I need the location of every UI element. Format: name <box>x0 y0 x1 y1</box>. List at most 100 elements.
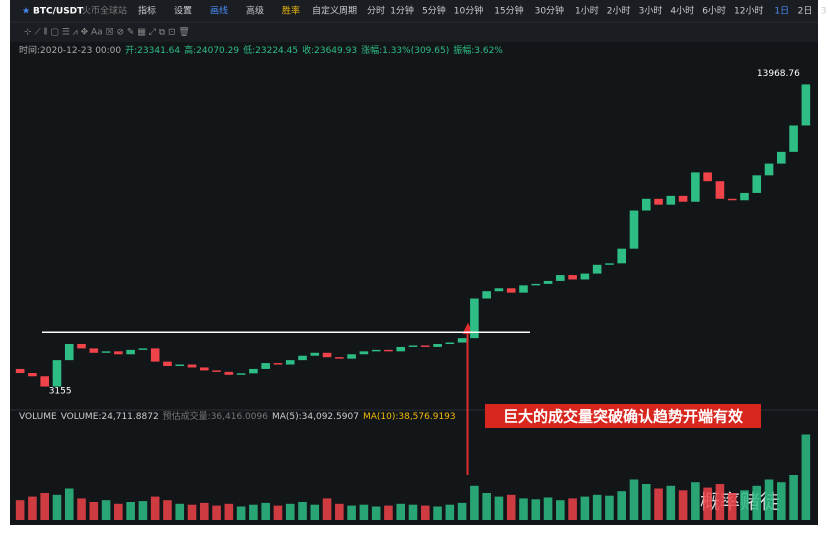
candle <box>592 264 602 274</box>
candle <box>727 198 737 201</box>
candle <box>347 354 356 359</box>
period[interactable]: 2日 <box>798 6 813 17</box>
info-line: 时间:2020-12-23 00:00 开:23341.64 高:24070.29 低… <box>19 44 503 56</box>
tool[interactable]: 高级 <box>246 5 264 17</box>
draw-tools[interactable]: ⊹ ⟋ ⦀ ▢ ☰ ⩘ ✥ Aa ☒ ⊘ ✎ ▦ ⤢ ⧉ ⊡ 🗑 <box>24 27 190 38</box>
volume-bar <box>654 488 663 520</box>
volume-bar <box>457 502 467 520</box>
candle <box>384 349 393 352</box>
candle <box>568 275 577 280</box>
candle <box>654 198 663 205</box>
volume-bar <box>138 501 148 520</box>
volume-bar <box>506 494 516 520</box>
volume-bar <box>114 503 123 520</box>
candle <box>531 283 541 286</box>
candle <box>629 210 639 249</box>
candle <box>77 344 86 349</box>
candle <box>678 195 688 202</box>
period[interactable]: 1日 <box>774 6 789 17</box>
info-item: VOLUME:24,711.8872 <box>61 412 159 422</box>
candle <box>150 348 160 362</box>
volume-bar <box>28 496 37 520</box>
period[interactable]: 10分钟 <box>454 5 483 17</box>
volume-bar <box>691 482 700 520</box>
candle <box>740 192 749 201</box>
symbol[interactable]: BTC/USDT <box>33 7 84 17</box>
period[interactable]: 5分钟 <box>422 5 446 17</box>
candle <box>777 151 786 164</box>
period[interactable]: 3小时 <box>639 5 663 17</box>
period[interactable]: 1小时 <box>575 5 599 17</box>
volume-bar <box>298 502 307 520</box>
candle <box>396 346 406 352</box>
volume-bar <box>335 503 344 520</box>
candle <box>101 351 111 353</box>
candle <box>617 248 627 264</box>
candle <box>752 175 762 193</box>
volume-bar <box>470 485 479 520</box>
volume-bar <box>52 494 62 520</box>
candle <box>666 195 676 205</box>
volume-bar <box>310 504 320 520</box>
period[interactable]: 3日 <box>821 6 828 17</box>
candle <box>236 373 246 375</box>
star: ★ <box>22 7 30 17</box>
volume-bar <box>482 493 491 520</box>
period[interactable]: 分时 <box>367 5 385 17</box>
tool[interactable]: 胜率 <box>282 5 300 17</box>
volume-bar <box>236 506 246 520</box>
volume-bar <box>740 490 749 520</box>
period[interactable]: 30分钟 <box>535 5 564 17</box>
info-item: 时间:2020-12-23 00:00 <box>19 44 121 56</box>
period[interactable]: 12小时 <box>734 5 763 17</box>
period[interactable]: 4小时 <box>670 5 694 17</box>
candle <box>114 351 123 355</box>
high-label: 13968.76 <box>757 69 800 79</box>
tool[interactable]: 设置 <box>174 6 192 17</box>
volume-bar <box>678 490 688 520</box>
candle <box>224 371 234 375</box>
volume-bar <box>519 498 528 520</box>
info-item: MA(5):34,092.5907 <box>272 412 359 422</box>
volume-bar <box>101 500 111 520</box>
volume-bar <box>40 493 49 520</box>
candle <box>138 348 148 350</box>
candle <box>28 373 37 377</box>
volume-bar <box>396 503 406 520</box>
tool[interactable]: 画线 <box>210 5 228 17</box>
volume-bar <box>150 496 160 520</box>
volume-bar <box>285 503 295 520</box>
volume-bar <box>199 502 209 520</box>
candle <box>420 345 430 347</box>
custom-period[interactable]: 自定义周期 <box>312 5 357 17</box>
volume-bar <box>273 505 283 520</box>
annotation-box <box>485 404 761 428</box>
volume-bar <box>212 505 221 520</box>
info-item: MA(10):38,576.9193 <box>363 412 456 422</box>
tool[interactable]: 指标 <box>138 5 156 17</box>
volume-info: VOLUME VOLUME:24,711.8872 预估成交量:36,416.009… <box>19 410 456 422</box>
volume-bar <box>703 487 712 520</box>
info-item: 收:23649.93 <box>302 44 357 56</box>
candle <box>580 273 590 280</box>
period[interactable]: 15分钟 <box>494 5 523 17</box>
period[interactable]: 1分钟 <box>390 5 414 17</box>
candle <box>212 370 221 372</box>
candle <box>789 125 798 152</box>
volume-bar <box>629 479 639 520</box>
volume-bar <box>801 434 811 520</box>
period[interactable]: 6小时 <box>702 5 726 17</box>
volume-bar <box>175 503 185 520</box>
toolbar-bg <box>10 0 818 42</box>
volume-bar <box>371 506 381 520</box>
low-label: 3155 <box>49 386 72 396</box>
volume-bar <box>433 506 442 520</box>
volume-bar <box>543 497 553 520</box>
candle <box>494 288 504 292</box>
period[interactable]: 2小时 <box>607 5 631 17</box>
info-item: 低:23224.45 <box>243 44 298 56</box>
volume-bar <box>77 498 86 520</box>
candle <box>163 361 172 366</box>
volume-bar <box>322 498 332 520</box>
